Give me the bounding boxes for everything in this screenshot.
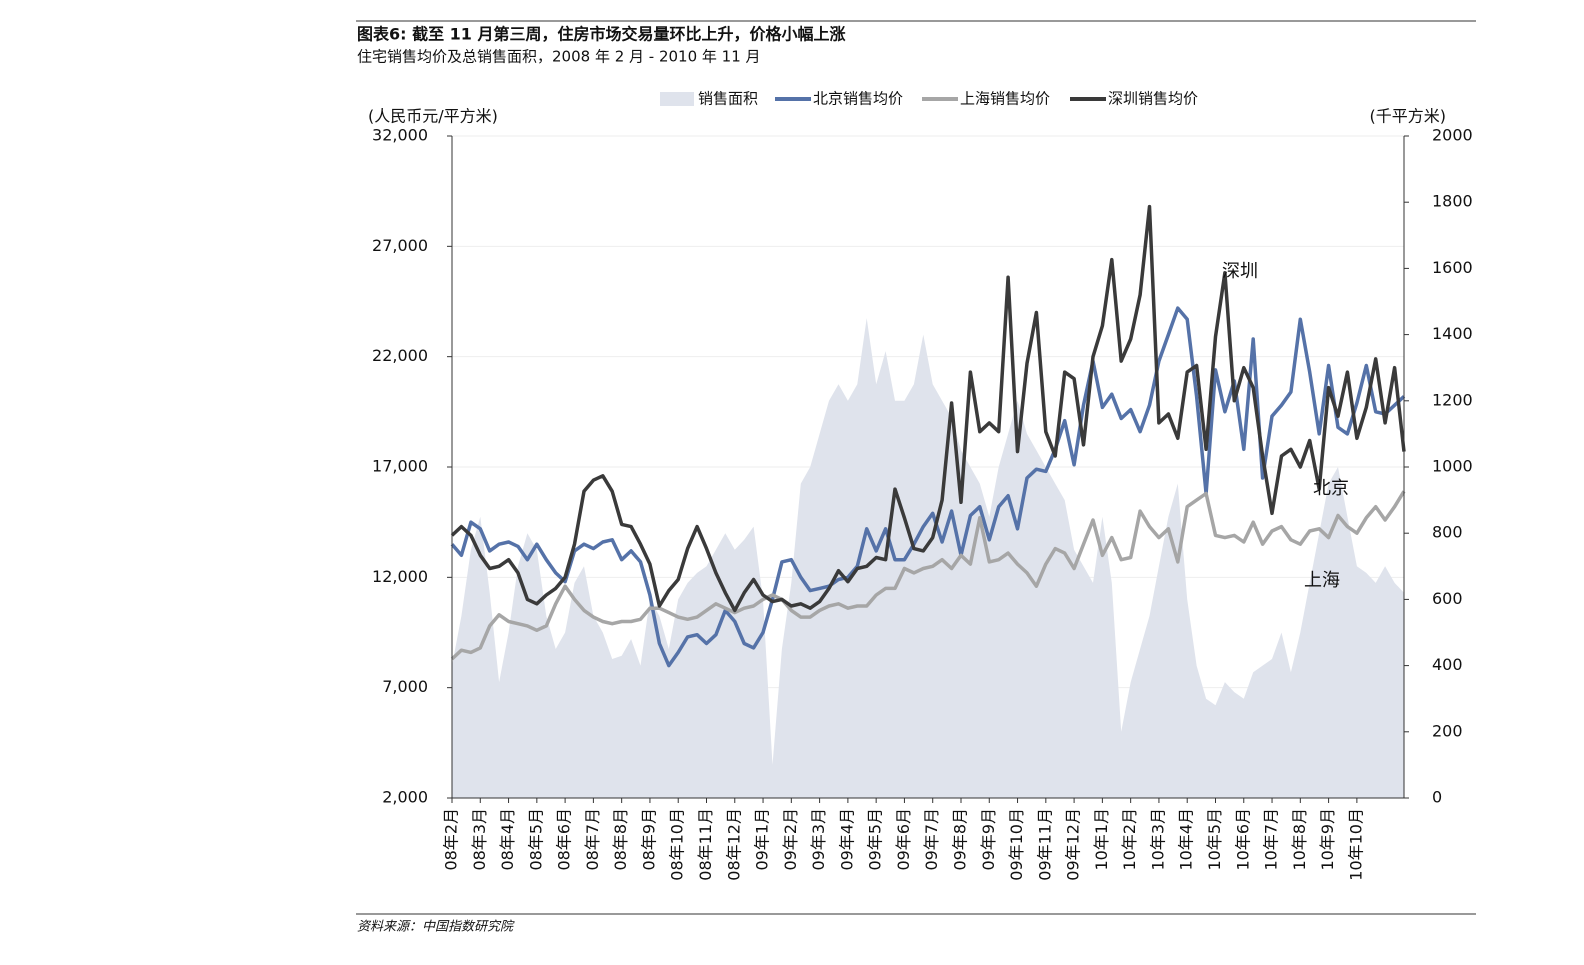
x-tick-label: 10年3月 bbox=[1148, 808, 1167, 871]
x-tick-label: 09年5月 bbox=[866, 808, 885, 871]
y-tick-label: 7,000 bbox=[382, 677, 428, 696]
y2-tick-label: 0 bbox=[1432, 788, 1442, 807]
x-tick-label: 08年8月 bbox=[611, 808, 630, 871]
subtitle: 住宅销售均价及总销售面积，2008 年 2 月 - 2010 年 11 月 bbox=[357, 48, 761, 66]
x-tick-label: 08年3月 bbox=[470, 808, 489, 871]
source: 资料来源：中国指数研究院 bbox=[357, 919, 515, 935]
legend-label: 深圳销售均价 bbox=[1108, 90, 1198, 108]
x-tick-label: 09年6月 bbox=[894, 808, 913, 871]
annotation: 北京 bbox=[1313, 478, 1349, 499]
x-tick-label: 08年2月 bbox=[442, 808, 461, 871]
y-tick-label: 2,000 bbox=[382, 788, 428, 807]
x-tick-label: 09年1月 bbox=[753, 808, 772, 871]
annotation: 上海 bbox=[1304, 570, 1340, 591]
x-tick-label: 09年10月 bbox=[1007, 808, 1026, 881]
x-tick-label: 10年10月 bbox=[1346, 808, 1365, 881]
y2-tick-label: 2000 bbox=[1432, 126, 1473, 145]
y2-tick-label: 200 bbox=[1432, 721, 1463, 740]
legend-label: 上海销售均价 bbox=[960, 90, 1050, 108]
y-axis-label: (人民币元/平方米) bbox=[368, 107, 498, 126]
y2-tick-label: 400 bbox=[1432, 655, 1463, 674]
x-tick-label: 10年5月 bbox=[1205, 808, 1224, 871]
y2-tick-label: 1400 bbox=[1432, 324, 1473, 343]
x-tick-label: 09年2月 bbox=[781, 808, 800, 871]
x-tick-label: 10年9月 bbox=[1318, 808, 1337, 871]
y2-axis-label: (千平方米) bbox=[1370, 107, 1447, 126]
x-tick-label: 08年12月 bbox=[724, 808, 743, 881]
x-tick-label: 09年7月 bbox=[922, 808, 941, 871]
x-tick-label: 09年11月 bbox=[1035, 808, 1054, 881]
line bbox=[450, 306, 1406, 668]
x-tick-label: 10年1月 bbox=[1092, 808, 1111, 871]
x-tick-label: 09年3月 bbox=[809, 808, 828, 871]
y-tick-label: 32,000 bbox=[372, 126, 428, 145]
x-tick-label: 08年7月 bbox=[583, 808, 602, 871]
y-tick-label: 22,000 bbox=[372, 346, 428, 365]
x-tick-label: 10年7月 bbox=[1262, 808, 1281, 871]
y2-tick-label: 600 bbox=[1432, 589, 1463, 608]
line bbox=[450, 204, 1406, 613]
x-tick-label: 08年4月 bbox=[498, 808, 517, 871]
legend-label: 北京销售均价 bbox=[813, 90, 903, 108]
x-tick-label: 10年4月 bbox=[1177, 808, 1196, 871]
y2-tick-label: 1200 bbox=[1432, 390, 1473, 409]
y2-tick-label: 1600 bbox=[1432, 258, 1473, 277]
y2-tick-label: 800 bbox=[1432, 523, 1463, 542]
y2-tick-label: 1000 bbox=[1432, 457, 1473, 476]
x-tick-label: 10年6月 bbox=[1233, 808, 1252, 871]
y-tick-label: 12,000 bbox=[372, 567, 428, 586]
title: 图表6: 截至 11 月第三周，住房市场交易量环比上升，价格小幅上涨 bbox=[357, 25, 846, 44]
y-tick-label: 17,000 bbox=[372, 457, 428, 476]
legend-label: 销售面积 bbox=[698, 90, 758, 108]
annotation: 深圳 bbox=[1222, 261, 1258, 282]
x-tick-label: 08年11月 bbox=[696, 808, 715, 881]
y-tick-label: 27,000 bbox=[372, 236, 428, 255]
x-tick-label: 10年8月 bbox=[1290, 808, 1309, 871]
legend-swatch bbox=[660, 92, 694, 106]
x-tick-label: 09年9月 bbox=[979, 808, 998, 871]
x-tick-label: 10年2月 bbox=[1120, 808, 1139, 871]
x-tick-label: 08年9月 bbox=[639, 808, 658, 871]
x-tick-label: 09年12月 bbox=[1064, 808, 1083, 881]
y2-tick-label: 1800 bbox=[1432, 192, 1473, 211]
area bbox=[452, 318, 1404, 798]
line bbox=[450, 490, 1406, 661]
x-tick-label: 08年10月 bbox=[668, 808, 687, 881]
x-tick-label: 09年4月 bbox=[837, 808, 856, 871]
x-tick-label: 08年5月 bbox=[526, 808, 545, 871]
x-tick-label: 09年8月 bbox=[950, 808, 969, 871]
x-tick-label: 08年6月 bbox=[555, 808, 574, 871]
